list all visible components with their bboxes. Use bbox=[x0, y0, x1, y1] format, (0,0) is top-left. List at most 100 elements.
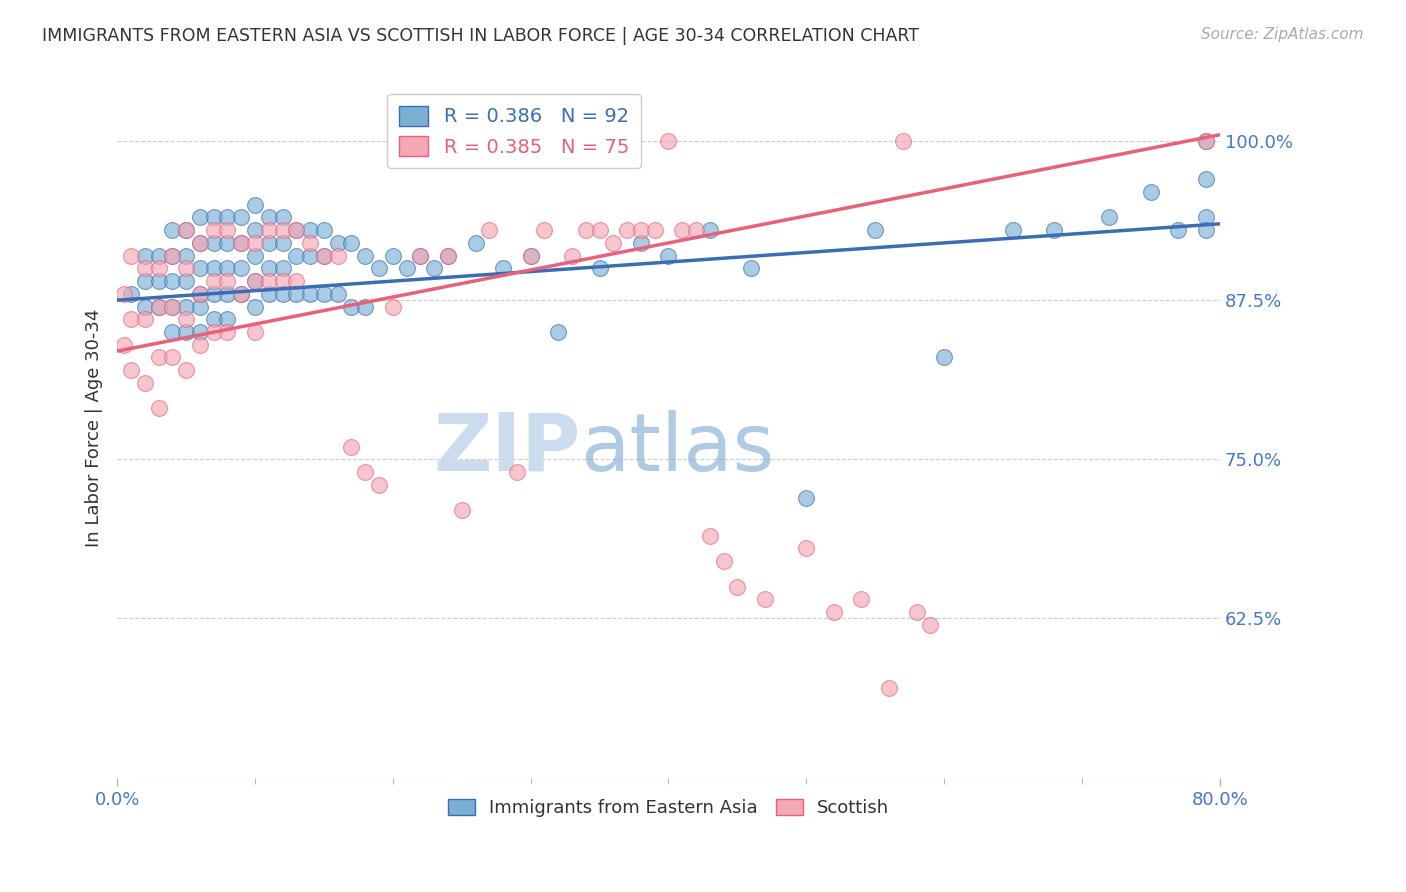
Point bbox=[1195, 134, 1218, 148]
Point bbox=[450, 503, 472, 517]
Point bbox=[657, 134, 679, 148]
Point bbox=[148, 351, 170, 365]
Point bbox=[202, 223, 225, 237]
Point bbox=[920, 617, 942, 632]
Point bbox=[740, 261, 762, 276]
Point bbox=[188, 261, 211, 276]
Point bbox=[134, 261, 156, 276]
Point bbox=[547, 325, 569, 339]
Point bbox=[217, 261, 239, 276]
Point bbox=[134, 300, 156, 314]
Point bbox=[285, 223, 308, 237]
Point bbox=[231, 211, 253, 225]
Point bbox=[685, 223, 707, 237]
Point bbox=[437, 249, 460, 263]
Point bbox=[231, 235, 253, 250]
Point bbox=[188, 235, 211, 250]
Point bbox=[217, 286, 239, 301]
Point bbox=[409, 249, 432, 263]
Point bbox=[1139, 185, 1161, 199]
Point bbox=[162, 223, 184, 237]
Point bbox=[148, 274, 170, 288]
Point bbox=[120, 312, 142, 326]
Point bbox=[285, 223, 308, 237]
Point bbox=[231, 235, 253, 250]
Text: IMMIGRANTS FROM EASTERN ASIA VS SCOTTISH IN LABOR FORCE | AGE 30-34 CORRELATION : IMMIGRANTS FROM EASTERN ASIA VS SCOTTISH… bbox=[42, 27, 920, 45]
Point bbox=[299, 249, 322, 263]
Point bbox=[231, 286, 253, 301]
Point bbox=[519, 249, 541, 263]
Point bbox=[354, 249, 377, 263]
Point bbox=[299, 223, 322, 237]
Point bbox=[112, 286, 135, 301]
Point bbox=[217, 211, 239, 225]
Point bbox=[1195, 172, 1218, 186]
Legend: Immigrants from Eastern Asia, Scottish: Immigrants from Eastern Asia, Scottish bbox=[440, 792, 897, 824]
Point bbox=[243, 300, 266, 314]
Point bbox=[409, 249, 432, 263]
Point bbox=[174, 223, 197, 237]
Point bbox=[188, 235, 211, 250]
Point bbox=[1195, 223, 1218, 237]
Point bbox=[561, 249, 583, 263]
Point bbox=[120, 286, 142, 301]
Point bbox=[1195, 134, 1218, 148]
Point bbox=[231, 286, 253, 301]
Point bbox=[340, 440, 363, 454]
Point bbox=[630, 235, 652, 250]
Point bbox=[257, 274, 280, 288]
Text: Source: ZipAtlas.com: Source: ZipAtlas.com bbox=[1201, 27, 1364, 42]
Point bbox=[381, 300, 404, 314]
Point bbox=[285, 274, 308, 288]
Point bbox=[217, 235, 239, 250]
Point bbox=[340, 235, 363, 250]
Point bbox=[395, 261, 418, 276]
Point bbox=[1195, 211, 1218, 225]
Point bbox=[671, 223, 693, 237]
Point bbox=[823, 605, 845, 619]
Point bbox=[202, 312, 225, 326]
Point bbox=[713, 554, 735, 568]
Point bbox=[243, 198, 266, 212]
Point bbox=[630, 223, 652, 237]
Point bbox=[134, 249, 156, 263]
Text: ZIP: ZIP bbox=[433, 409, 581, 488]
Point bbox=[1098, 211, 1121, 225]
Point bbox=[492, 261, 515, 276]
Point bbox=[174, 274, 197, 288]
Point bbox=[326, 286, 349, 301]
Point bbox=[243, 274, 266, 288]
Point bbox=[381, 249, 404, 263]
Y-axis label: In Labor Force | Age 30-34: In Labor Force | Age 30-34 bbox=[86, 309, 103, 547]
Point bbox=[533, 223, 555, 237]
Point bbox=[312, 249, 335, 263]
Point bbox=[257, 235, 280, 250]
Point bbox=[202, 261, 225, 276]
Point bbox=[1001, 223, 1024, 237]
Point bbox=[271, 223, 294, 237]
Point bbox=[602, 235, 624, 250]
Point bbox=[188, 211, 211, 225]
Point bbox=[174, 363, 197, 377]
Point bbox=[905, 605, 928, 619]
Point bbox=[299, 286, 322, 301]
Point bbox=[202, 235, 225, 250]
Text: atlas: atlas bbox=[581, 409, 775, 488]
Point bbox=[188, 286, 211, 301]
Point bbox=[162, 249, 184, 263]
Point bbox=[312, 249, 335, 263]
Point bbox=[148, 300, 170, 314]
Point bbox=[162, 249, 184, 263]
Point bbox=[794, 541, 817, 556]
Point bbox=[217, 223, 239, 237]
Point bbox=[134, 312, 156, 326]
Point bbox=[863, 223, 886, 237]
Point bbox=[217, 274, 239, 288]
Point bbox=[217, 312, 239, 326]
Point bbox=[354, 300, 377, 314]
Point bbox=[423, 261, 446, 276]
Point bbox=[877, 681, 900, 696]
Point bbox=[340, 300, 363, 314]
Point bbox=[575, 223, 598, 237]
Point bbox=[368, 477, 391, 491]
